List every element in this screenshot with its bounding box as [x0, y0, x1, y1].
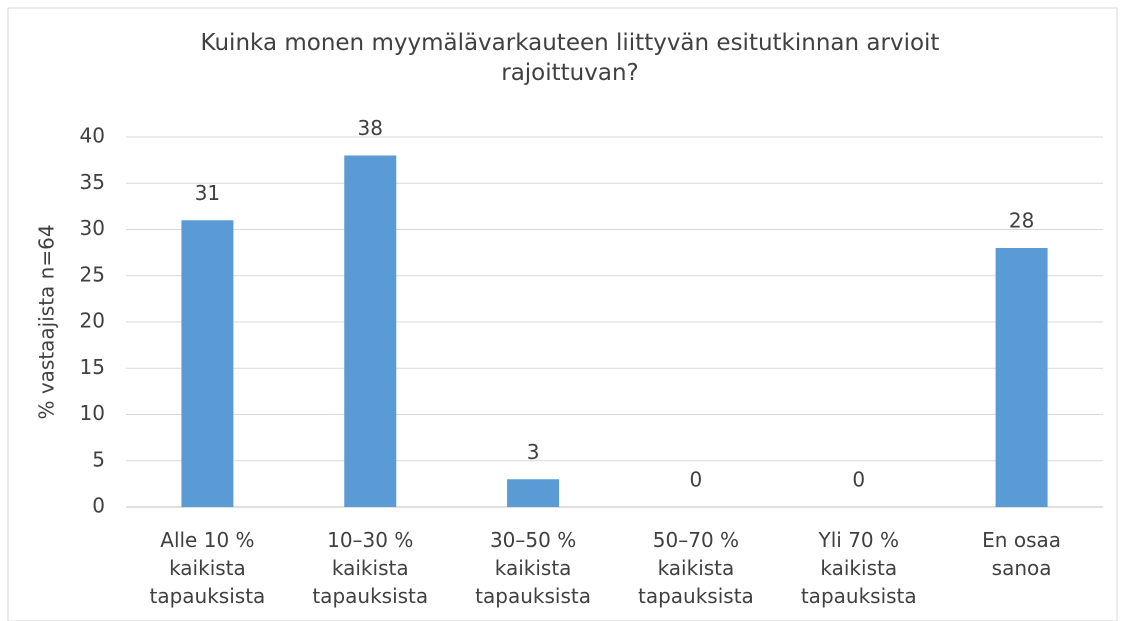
x-tick-label: En osaa sanoa	[982, 528, 1061, 580]
y-tick-label: 5	[92, 447, 105, 471]
data-label: 3	[527, 440, 540, 464]
bar	[344, 155, 397, 507]
bar	[507, 479, 560, 507]
x-tick-label-line: 10–30 %	[327, 528, 413, 552]
chart-border	[7, 7, 1118, 621]
y-tick-label: 40	[80, 124, 105, 148]
data-label: 0	[690, 468, 703, 492]
bar	[995, 248, 1048, 507]
x-tick-label-line: kaikista	[820, 556, 897, 580]
x-tick-label: Yli 70 % kaikista tapauksista	[801, 528, 917, 608]
y-tick-label: 35	[80, 170, 105, 194]
x-tick-label-line: sanoa	[992, 556, 1052, 580]
chart-title: Kuinka monen myymälävarkauteen liittyvän…	[200, 30, 940, 86]
x-tick-label: 10–30 % kaikista tapauksista	[312, 528, 428, 608]
x-tick-label-line: 30–50 %	[490, 528, 576, 552]
y-tick-label: 0	[92, 494, 105, 518]
y-tick-label: 20	[80, 309, 105, 333]
x-tick-label-line: tapauksista	[475, 584, 591, 608]
x-tick-label-line: kaikista	[169, 556, 246, 580]
x-tick-label-line: tapauksista	[150, 584, 266, 608]
data-label: 31	[195, 181, 220, 205]
data-label: 28	[1009, 209, 1034, 233]
y-tick-label: 10	[80, 401, 105, 425]
y-axis-label: % vastaajista n=64	[35, 224, 59, 419]
x-tick-label: Alle 10 % kaikista tapauksista	[150, 528, 266, 608]
y-tick-label: 15	[80, 355, 105, 379]
x-tick-label-line: En osaa	[982, 528, 1061, 552]
x-tick-label-line: tapauksista	[638, 584, 754, 608]
data-label: 0	[852, 468, 865, 492]
x-tick-label-line: tapauksista	[312, 584, 428, 608]
x-tick-label-line: 50–70 %	[653, 528, 739, 552]
y-tick-label: 25	[80, 262, 105, 286]
y-tick-label: 30	[80, 216, 105, 240]
x-tick-label-line: Alle 10 %	[160, 528, 254, 552]
bar	[181, 220, 234, 507]
data-label: 38	[358, 116, 383, 140]
x-tick-label-line: kaikista	[658, 556, 735, 580]
x-tick-label-line: Yli 70 %	[818, 528, 900, 552]
x-tick-label-line: kaikista	[495, 556, 572, 580]
x-tick-label-line: tapauksista	[801, 584, 917, 608]
x-tick-label: 50–70 % kaikista tapauksista	[638, 528, 754, 608]
x-tick-label-line: kaikista	[332, 556, 409, 580]
x-tick-label: 30–50 % kaikista tapauksista	[475, 528, 591, 608]
